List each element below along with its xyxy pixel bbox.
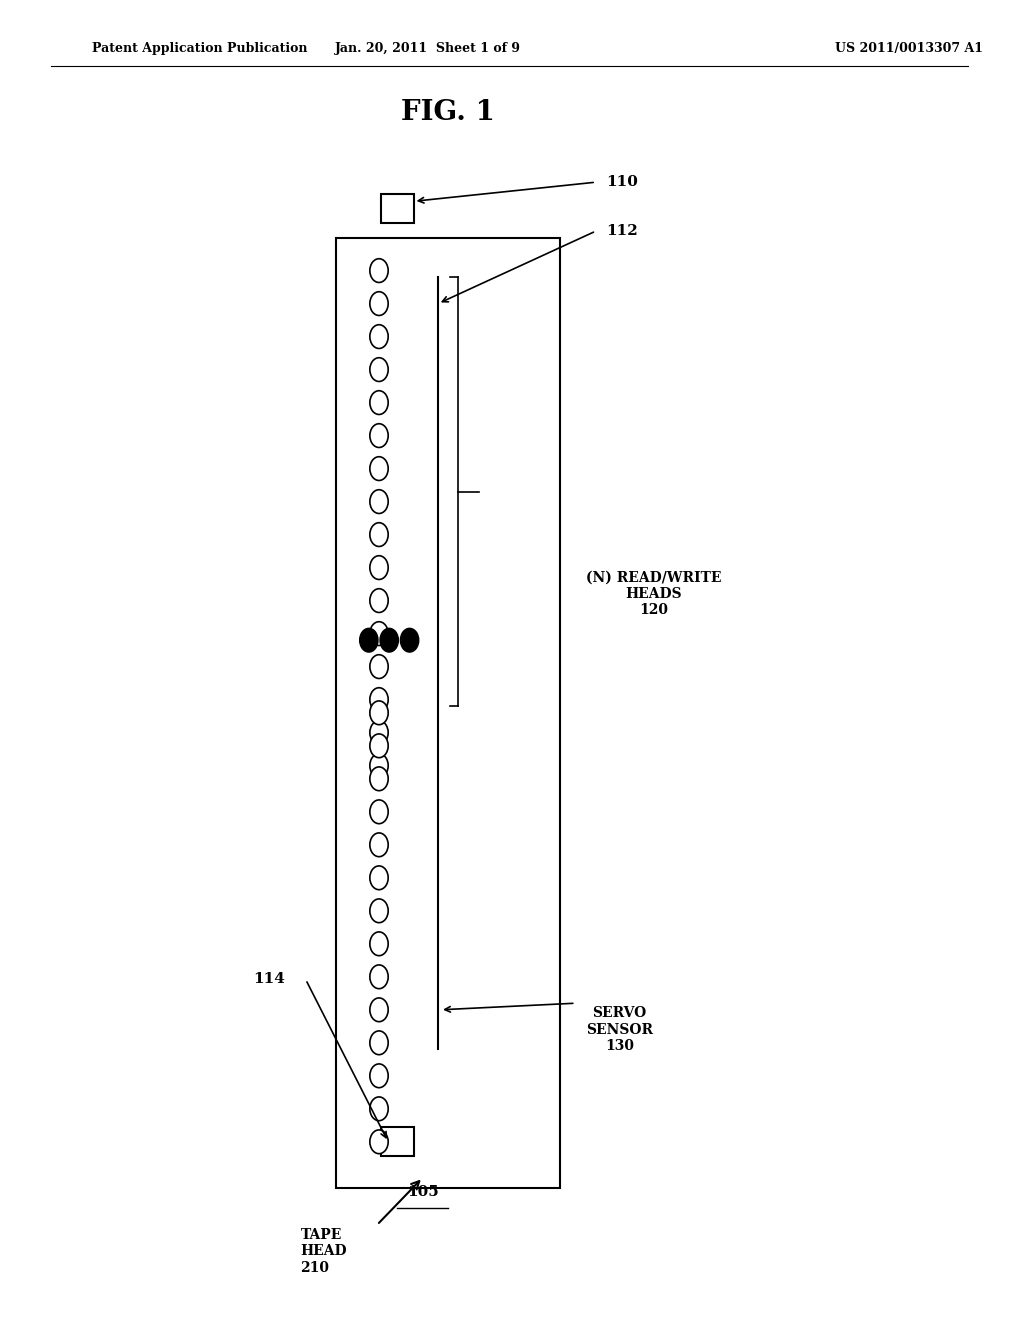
Circle shape (380, 628, 398, 652)
Circle shape (370, 457, 388, 480)
Circle shape (370, 1031, 388, 1055)
Text: Patent Application Publication: Patent Application Publication (92, 42, 307, 55)
Circle shape (370, 424, 388, 447)
Text: FIG. 1: FIG. 1 (401, 99, 496, 125)
Circle shape (370, 800, 388, 824)
Text: 114: 114 (253, 973, 286, 986)
Circle shape (370, 1064, 388, 1088)
Text: (N) READ/WRITE
HEADS
120: (N) READ/WRITE HEADS 120 (586, 570, 721, 618)
Text: 110: 110 (606, 176, 638, 189)
Circle shape (370, 754, 388, 777)
Text: 105: 105 (407, 1185, 438, 1199)
Circle shape (370, 523, 388, 546)
Circle shape (370, 721, 388, 744)
Circle shape (370, 325, 388, 348)
Text: Jan. 20, 2011  Sheet 1 of 9: Jan. 20, 2011 Sheet 1 of 9 (335, 42, 521, 55)
Circle shape (400, 628, 419, 652)
Circle shape (370, 734, 388, 758)
Circle shape (370, 899, 388, 923)
Circle shape (370, 701, 388, 725)
Circle shape (370, 589, 388, 612)
Circle shape (370, 292, 388, 315)
Text: TAPE
HEAD
210: TAPE HEAD 210 (301, 1228, 347, 1275)
Circle shape (370, 866, 388, 890)
Circle shape (370, 655, 388, 678)
Circle shape (370, 932, 388, 956)
Circle shape (370, 622, 388, 645)
Text: US 2011/0013307 A1: US 2011/0013307 A1 (836, 42, 983, 55)
Circle shape (370, 391, 388, 414)
Circle shape (370, 358, 388, 381)
Circle shape (359, 628, 378, 652)
Bar (381, 194, 414, 223)
Circle shape (370, 1130, 388, 1154)
Circle shape (370, 556, 388, 579)
Circle shape (370, 767, 388, 791)
Bar (336, 238, 560, 1188)
Circle shape (370, 259, 388, 282)
Circle shape (370, 688, 388, 711)
Circle shape (370, 490, 388, 513)
Text: 112: 112 (606, 224, 638, 238)
Circle shape (370, 833, 388, 857)
Text: SERVO
SENSOR
130: SERVO SENSOR 130 (586, 1006, 653, 1053)
Circle shape (370, 1097, 388, 1121)
Circle shape (370, 998, 388, 1022)
Bar (381, 1127, 414, 1156)
Circle shape (370, 965, 388, 989)
